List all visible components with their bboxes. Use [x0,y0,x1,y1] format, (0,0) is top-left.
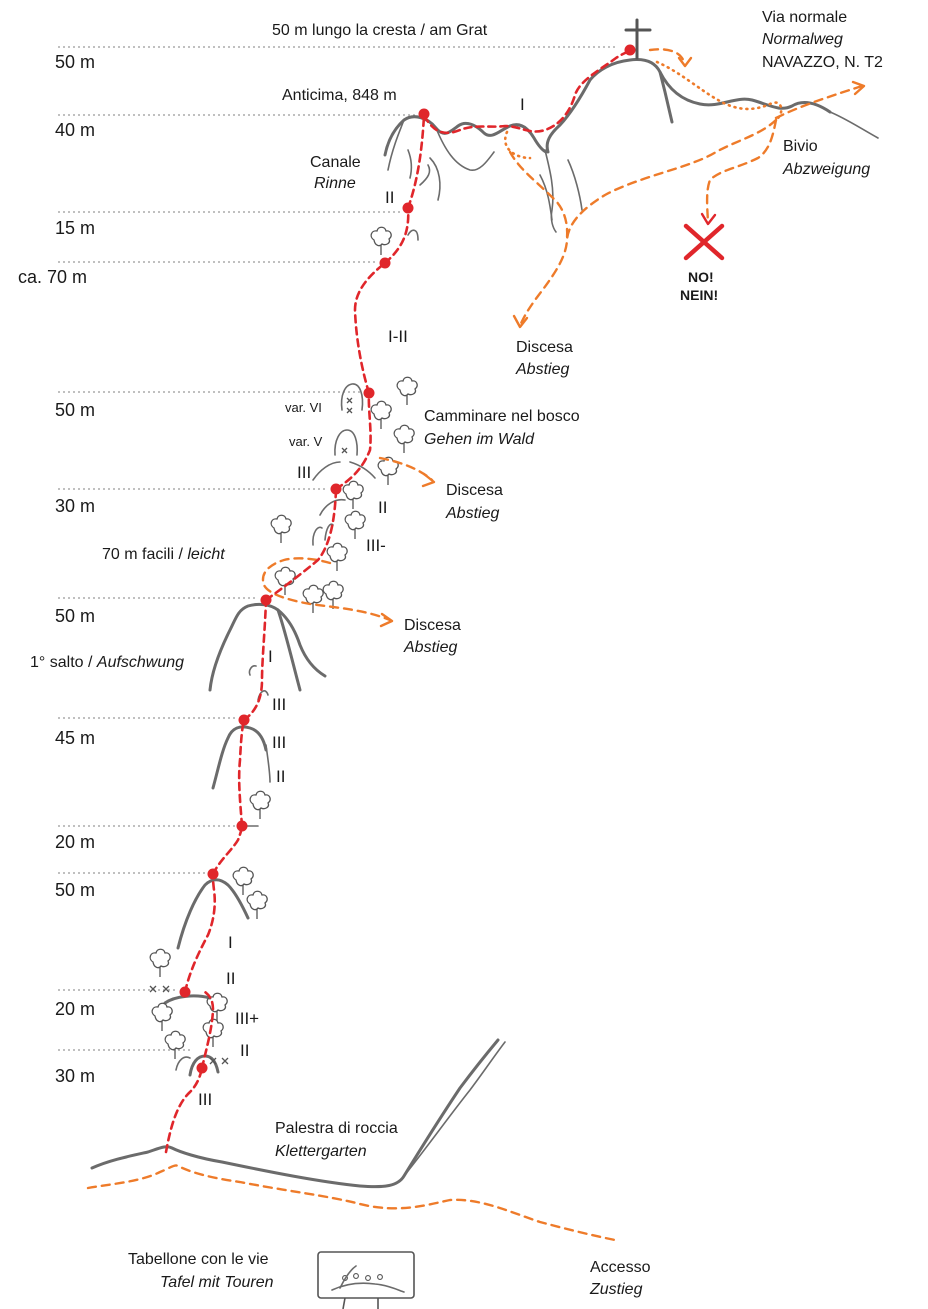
rock-outlines [90,18,879,1309]
descent-low-it: Discesa [404,617,461,634]
length-4: ca. 70 m [18,267,87,287]
gully-it: Canale [310,154,361,171]
grade-ii-mid: II [378,498,387,517]
grade-iii-plus: III+ [235,1009,259,1028]
junction-it: Bivio [783,138,818,155]
step-de: Aufschwung [96,654,184,671]
belay-stations [179,44,636,1074]
easy-de: leicht [187,546,225,563]
descent-paths [86,48,864,1242]
descent-arrowheads [379,56,866,628]
no-cross-icon [683,223,725,261]
grade-iii-start: III [198,1090,212,1109]
step-label: 1° salto / Aufschwung [30,654,184,671]
easy-label: 70 m facili / leicht [102,546,225,563]
grade-i-salto: I [268,647,273,666]
normal-route-grade: NAVAZZO, N. T2 [762,54,883,71]
length-8: 45 m [55,728,95,748]
grade-ii-low2: II [240,1041,249,1060]
junction-de: Abzweigung [782,161,870,178]
pitch-grades: I II I-II III II III- I III III II I II … [198,95,525,1109]
length-10: 50 m [55,880,95,900]
descent-top-de: Abstieg [515,361,569,378]
grade-iii-b: III [272,733,286,752]
length-6: 30 m [55,496,95,516]
variant-vi: var. VI [285,400,322,415]
step-it: 1° salto / [30,654,93,671]
crag-de: Klettergarten [275,1143,367,1160]
normal-route-de: Normalweg [762,31,843,48]
board-it: Tabellone con le vie [128,1251,269,1268]
forest-it: Camminare nel bosco [424,408,580,425]
grade-i-low: I [228,933,233,952]
no-warning-it: NO! [688,269,714,285]
no-warning-de: NEIN! [680,287,718,303]
descent-low-de: Abstieg [403,639,457,656]
length-11: 20 m [55,999,95,1019]
board-de: Tafel mit Touren [160,1274,274,1291]
gully-de: Rinne [314,175,356,192]
normal-route-it: Via normale [762,9,847,26]
ridge-label-text: 50 m lungo la cresta / am Grat [272,22,488,39]
approach-it: Accesso [590,1259,651,1276]
length-7: 50 m [55,606,95,626]
descent-mid-de: Abstieg [445,505,499,522]
length-12: 30 m [55,1066,95,1086]
pitch-guide-lines [58,46,616,1051]
length-9: 20 m [55,832,95,852]
grade-var-pitch: III [297,463,311,482]
forest-trees [149,226,418,1059]
descent-mid-it: Discesa [446,482,503,499]
length-5: 50 m [55,400,95,420]
approach-de: Zustieg [589,1281,643,1298]
length-2: 40 m [55,120,95,140]
descent-top-it: Discesa [516,339,573,356]
grade-wood: I-II [388,327,408,346]
variant-v: var. V [289,434,323,449]
length-3: 15 m [55,218,95,238]
pitch-lengths: 50 m 40 m 15 m ca. 70 m 50 m 30 m 50 m 4… [18,52,95,1086]
climbing-route [164,48,632,1154]
grade-iii-minus: III- [366,536,386,555]
crag-it: Palestra di roccia [275,1120,398,1137]
grade-ii-low: II [226,969,235,988]
grade-gully: II [385,188,394,207]
bolt-marks [149,397,353,1065]
grade-iii-a: III [272,695,286,714]
forest-de: Gehen im Wald [424,431,535,448]
grade-ii-b: II [276,767,285,786]
length-1: 50 m [55,52,95,72]
easy-it: 70 m facili / [102,546,183,563]
ridge-label: 50 m lungo la cresta / am Grat [272,22,488,39]
forepeak-label: Anticima, 848 m [282,87,397,104]
grade-ridge: I [520,95,525,114]
